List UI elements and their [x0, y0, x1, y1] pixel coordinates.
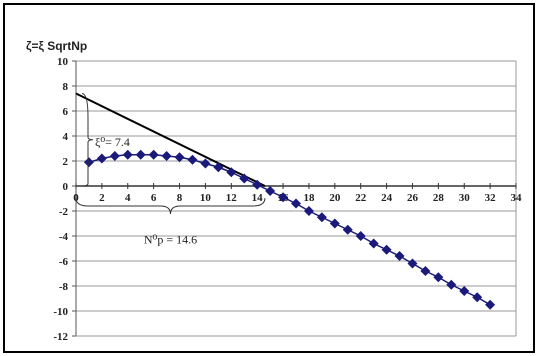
data-point [368, 238, 379, 249]
x-tick-label: 4 [125, 192, 131, 204]
y-tick-label: -8 [59, 281, 69, 293]
ticks: 1086420-2-4-6-8-10-120246810121416182022… [53, 56, 522, 343]
x-tick-label: 32 [485, 192, 497, 204]
x-tick-label: 8 [177, 192, 183, 204]
x-tick-label: 2 [99, 192, 105, 204]
x-tick-label: 30 [459, 192, 471, 204]
data-point [342, 224, 353, 235]
data-point [407, 258, 418, 269]
y-tick-label: -10 [53, 306, 68, 318]
y-tick-label: 0 [63, 181, 69, 193]
xi-bracket [81, 93, 94, 187]
y-tick-label: 4 [63, 131, 69, 143]
data-point [472, 292, 483, 303]
x-tick-label: 24 [381, 192, 393, 204]
data-point [122, 149, 133, 160]
data-point [200, 158, 211, 169]
data-point [420, 266, 431, 276]
data-point [291, 198, 301, 209]
data-point [174, 152, 185, 163]
y-tick-label: -6 [59, 256, 69, 268]
data-point [278, 192, 289, 203]
x-tick-label: 34 [511, 192, 523, 204]
x-tick-label: 22 [355, 192, 367, 204]
data-point [239, 173, 250, 184]
data-point [226, 167, 237, 178]
data-point [316, 212, 327, 223]
y-tick-label: 6 [63, 106, 69, 118]
data-point [381, 244, 392, 255]
data-point [329, 218, 340, 229]
data-point [485, 299, 496, 310]
y-tick-label: 2 [63, 156, 69, 168]
data-point [83, 157, 94, 168]
data-point [187, 154, 198, 165]
data-point [394, 251, 405, 261]
data-point [433, 272, 444, 283]
np-brace [75, 197, 266, 215]
data-point [109, 151, 120, 161]
y-tick-label: -2 [59, 206, 69, 218]
x-tick-label: 18 [303, 192, 315, 204]
x-tick-label: 20 [329, 192, 341, 204]
data-point [303, 206, 314, 216]
series [75, 92, 496, 310]
x-tick-label: 26 [407, 192, 419, 204]
data-point [355, 231, 366, 241]
annotations: ξ⁰= 7.4 N⁰p = 14.6 [75, 93, 266, 247]
data-point [96, 153, 107, 164]
np0-annotation: N⁰p = 14.6 [144, 233, 197, 247]
series-line [88, 154, 491, 306]
x-tick-label: 14 [252, 192, 264, 204]
y-tick-label: -12 [53, 331, 68, 343]
data-point [135, 149, 146, 160]
x-tick-label: 28 [433, 192, 445, 204]
data-point [446, 279, 457, 290]
xi0-annotation: ξ⁰= 7.4 [95, 135, 130, 149]
data-point [252, 179, 263, 190]
data-point [459, 286, 470, 296]
y-tick-label: 10 [57, 56, 69, 68]
y-tick-label: -4 [59, 231, 69, 243]
x-tick-label: 6 [151, 192, 157, 204]
y-tick-label: 8 [63, 81, 69, 93]
y-axis-label: ζ=ξ SqrtNp [26, 39, 87, 53]
data-point [213, 162, 224, 173]
x-tick-label: 12 [226, 192, 238, 204]
data-point [265, 186, 276, 196]
data-point [148, 149, 159, 160]
data-point [161, 151, 172, 161]
x-tick-label: 10 [200, 192, 212, 204]
